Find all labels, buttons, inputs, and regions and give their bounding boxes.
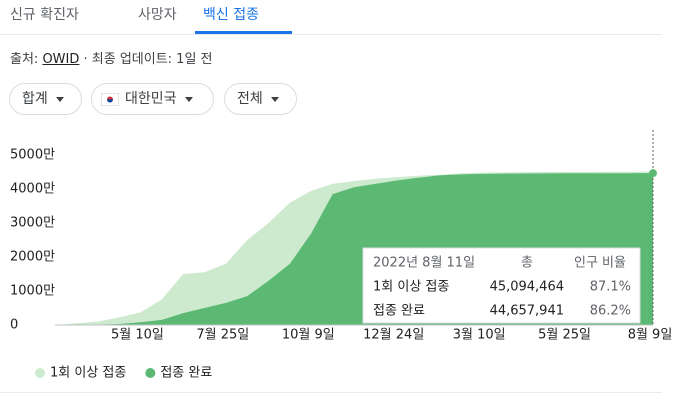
- tab-selected[interactable]: 백신 접종: [203, 7, 259, 23]
- y-tick-label: 2000만: [10, 250, 55, 265]
- x-tick-label: 8월 9일: [628, 328, 673, 343]
- chip-label: 전체: [237, 91, 263, 107]
- tooltip-header: 인구 비율: [574, 256, 626, 271]
- y-tick-label: 1000만: [10, 284, 55, 299]
- hover-dot: [649, 169, 657, 178]
- y-tick-label: 4000만: [10, 182, 55, 197]
- tooltip-total: 45,094,464: [490, 280, 564, 295]
- x-tick-label: 5월 10일: [111, 328, 164, 343]
- caret: [184, 96, 193, 102]
- x-tick-label: 10월 9일: [282, 328, 335, 343]
- filter-chip[interactable]: 전체: [224, 83, 297, 115]
- filter-chip[interactable]: 합계: [9, 83, 82, 115]
- x-tick-label: 7월 25일: [196, 328, 249, 343]
- y-tick-label: 3000만: [10, 216, 55, 231]
- caret: [55, 96, 64, 102]
- filter-chip[interactable]: 대한민국: [91, 83, 214, 115]
- chip-label: 합계: [22, 91, 48, 107]
- source-link[interactable]: OWID: [42, 52, 80, 67]
- y-tick-label: 0: [10, 318, 18, 333]
- tab-indicator: [195, 31, 292, 34]
- tooltip-label: 1회 이상 접종: [373, 280, 449, 295]
- source: 출처: OWID · 최종 업데이트: 1일 전: [10, 48, 213, 67]
- legend-swatch: [145, 368, 156, 378]
- tooltip-total: 44,657,941: [490, 304, 564, 319]
- tab[interactable]: 신규 확진자: [10, 7, 79, 23]
- tooltip-box: [362, 247, 641, 324]
- divider: [0, 34, 662, 35]
- x-tick-label: 5월 25일: [538, 328, 591, 343]
- tooltip-date: 2022년 8월 11일: [373, 256, 475, 271]
- x-tick-label: 3월 10일: [453, 328, 506, 343]
- legend-label: 접종 완료: [160, 366, 212, 381]
- tooltip-label: 접종 완료: [373, 304, 425, 319]
- x-tick-label: 12월 24일: [363, 328, 424, 343]
- tooltip-header: 총: [521, 256, 533, 271]
- y-tick-label: 5000만: [10, 148, 55, 163]
- tooltip-percent: 87.1%: [590, 280, 631, 295]
- source-prefix: 출처:: [10, 52, 43, 67]
- divider: [0, 392, 662, 393]
- tab[interactable]: 사망자: [138, 7, 177, 23]
- tooltip: 2022년 8월 11일 총 인구 비율 1회 이상 접종 45,094,464 87.1…: [362, 247, 641, 324]
- chip-label: 대한민국: [125, 91, 177, 107]
- legend-label: 1회 이상 접종: [50, 366, 126, 381]
- tooltip-percent: 86.2%: [590, 304, 631, 319]
- source-suffix: · 최종 업데이트: 1일 전: [79, 52, 213, 67]
- caret: [270, 96, 279, 102]
- legend-swatch: [35, 368, 45, 378]
